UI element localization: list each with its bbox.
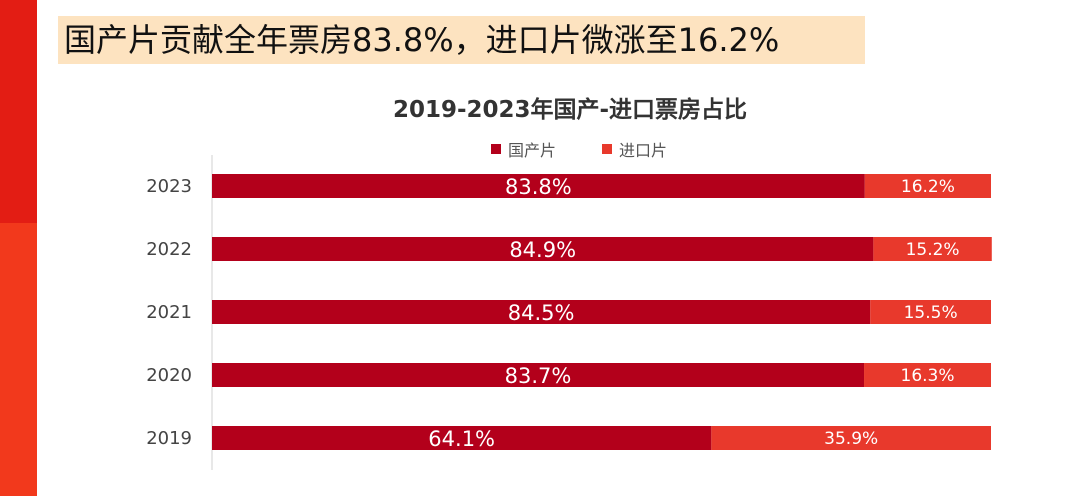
data-label-domestic-2021: 84.5% bbox=[508, 301, 575, 325]
legend-swatch-imported bbox=[602, 144, 613, 154]
chart-title: 2019-2023年国产-进口票房占比 bbox=[392, 97, 748, 123]
data-label-imported-2023: 16.2% bbox=[901, 177, 955, 197]
bar-imported-2021 bbox=[870, 300, 991, 324]
legend-item-imported: 进口片 bbox=[602, 137, 667, 161]
bar-domestic-2023 bbox=[212, 174, 865, 198]
y-tick-label-2022: 2022 bbox=[146, 239, 192, 260]
data-label-imported-2021: 15.5% bbox=[904, 303, 958, 323]
legend-swatch-domestic bbox=[491, 144, 501, 154]
headline-banner: 国产片贡献全年票房83.8%，进口片微涨至16.2% bbox=[58, 16, 865, 64]
bar-imported-2022 bbox=[873, 237, 992, 261]
chart-legend: 国产片 进口片 bbox=[491, 137, 713, 161]
bar-imported-2019 bbox=[711, 426, 991, 450]
side-accent-bar-top bbox=[0, 0, 37, 223]
y-tick-label-2021: 2021 bbox=[146, 302, 192, 323]
data-label-imported-2020: 16.3% bbox=[901, 366, 955, 386]
data-label-domestic-2023: 83.8% bbox=[505, 175, 572, 199]
data-label-imported-2022: 15.2% bbox=[906, 240, 960, 260]
bar-imported-2020 bbox=[864, 363, 991, 387]
side-accent-bar-bottom bbox=[0, 223, 37, 496]
data-label-domestic-2022: 84.9% bbox=[509, 238, 576, 262]
bar-domestic-2020 bbox=[212, 363, 865, 387]
bar-domestic-2021 bbox=[212, 300, 871, 324]
data-label-imported-2019: 35.9% bbox=[824, 429, 878, 449]
bar-domestic-2019 bbox=[212, 426, 712, 450]
legend-label-imported: 进口片 bbox=[619, 141, 668, 160]
data-label-domestic-2020: 83.7% bbox=[505, 364, 572, 388]
bar-domestic-2022 bbox=[212, 237, 874, 261]
bar-imported-2023 bbox=[864, 174, 991, 198]
legend-label-domestic: 国产片 bbox=[508, 141, 557, 160]
legend-item-domestic: 国产片 bbox=[491, 137, 556, 161]
data-label-domestic-2019: 64.1% bbox=[428, 427, 495, 451]
y-tick-label-2023: 2023 bbox=[146, 176, 192, 197]
y-tick-label-2019: 2019 bbox=[146, 428, 192, 449]
y-tick-label-2020: 2020 bbox=[146, 365, 192, 386]
